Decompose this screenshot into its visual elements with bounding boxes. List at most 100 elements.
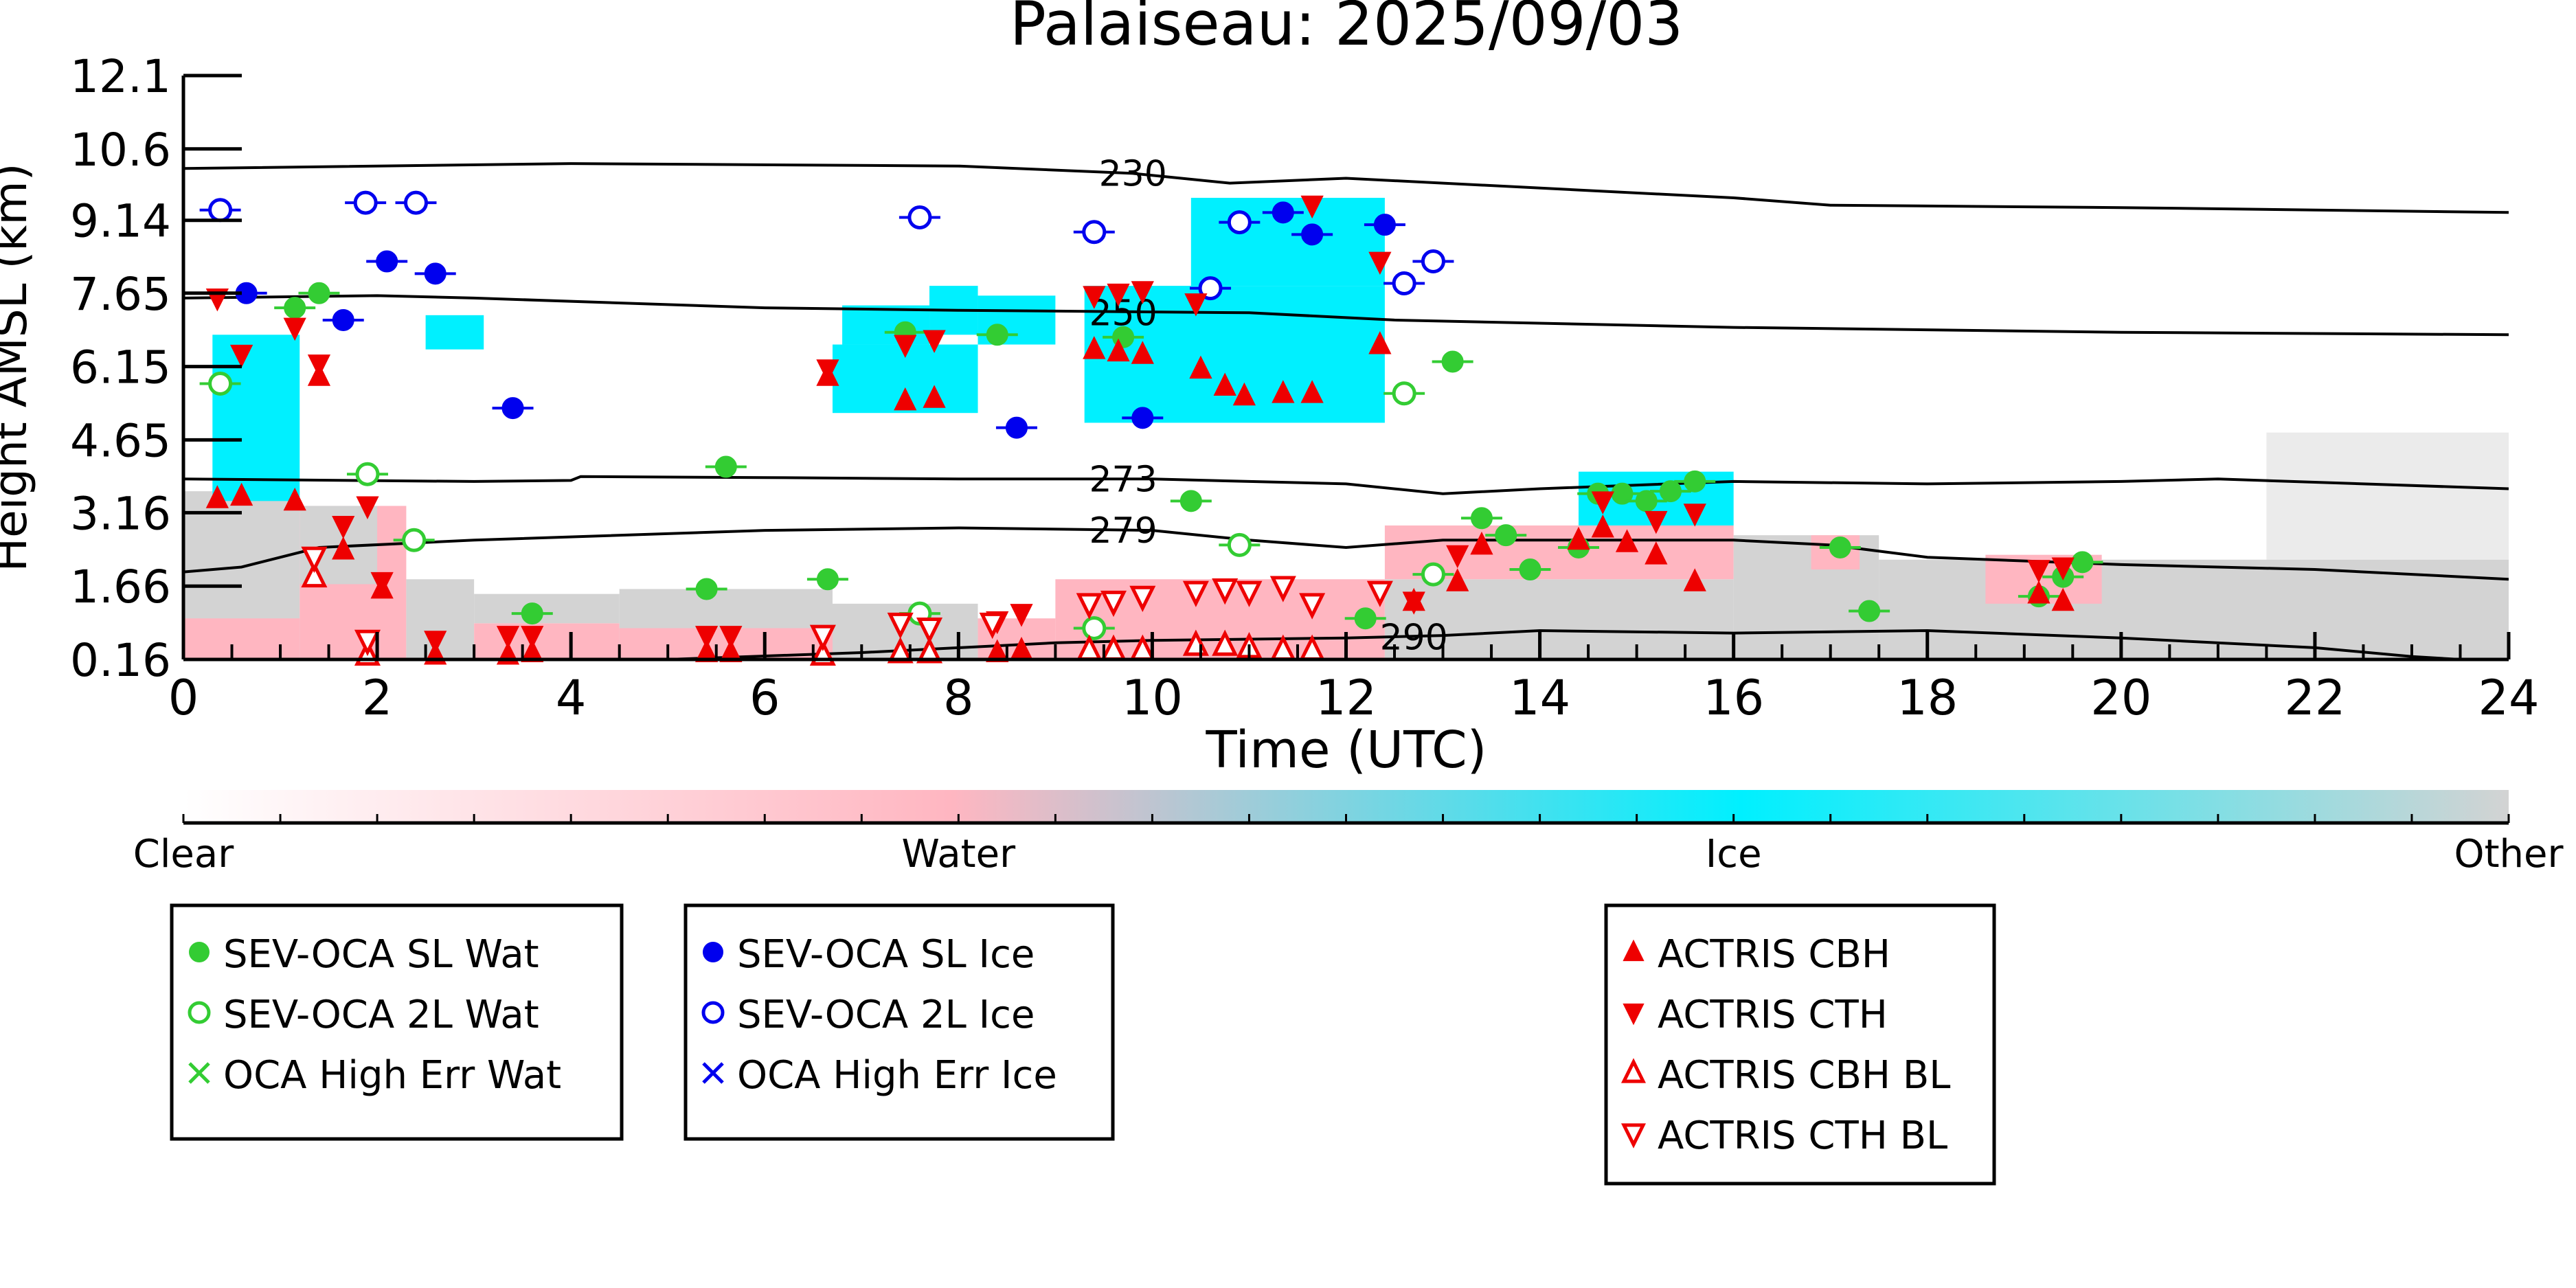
- data-point: [1232, 382, 1256, 406]
- legend-frame: [170, 903, 624, 1141]
- legend-marker: [189, 942, 210, 962]
- data-point: [301, 561, 328, 588]
- data-point: [916, 618, 943, 644]
- data-point: [1446, 545, 1469, 569]
- data-point: [205, 485, 229, 508]
- y-tick-label: 1.66: [70, 561, 171, 613]
- legend-marker: [1623, 1003, 1645, 1026]
- cloud-mask-background: [183, 197, 2509, 659]
- data-point: [1005, 416, 1028, 439]
- data-point: [1100, 590, 1127, 618]
- mask-region-water: [474, 623, 620, 659]
- y-tick-label: 3.16: [70, 487, 171, 540]
- contour-label-279: 279: [1089, 510, 1157, 552]
- legend-label: SEV-OCA 2L Wat: [223, 993, 539, 1037]
- data-point: [1300, 380, 1324, 403]
- data-point: [1495, 524, 1517, 547]
- contour-273: [183, 475, 2509, 495]
- data-point: [1182, 580, 1209, 607]
- data-point: [809, 624, 836, 651]
- data-point: [695, 626, 719, 649]
- y-tick-label: 9.14: [70, 195, 171, 248]
- colorbar-label: Ice: [1706, 832, 1762, 877]
- legend-box-3: ACTRIS CBH ACTRIS CTH ACTRIS CBH BL ACTRIS …: [1604, 903, 1996, 1186]
- data-point: [404, 190, 428, 215]
- data-point: [355, 462, 380, 486]
- x-tick-label: 6: [749, 670, 780, 726]
- x-axis-label: Time (UTC): [1205, 721, 1487, 780]
- data-point: [1645, 541, 1668, 565]
- data-point: [695, 578, 718, 600]
- data-point: [208, 371, 233, 396]
- legend-label: ACTRIS CTH: [1658, 993, 1888, 1037]
- data-point: [501, 397, 524, 420]
- data-point: [284, 297, 306, 319]
- data-point: [907, 205, 932, 229]
- data-point: [1645, 510, 1668, 534]
- data-point: [332, 536, 355, 560]
- data-point: [1129, 585, 1156, 613]
- data-point: [354, 629, 381, 657]
- y-tick-label: 12.1: [70, 50, 171, 103]
- data-point: [1635, 490, 1658, 512]
- x-tick-label: 4: [556, 670, 587, 726]
- data-point: [1107, 338, 1130, 362]
- x-tick-label: 8: [943, 670, 974, 726]
- series-actris-cth-bl: [301, 546, 1393, 657]
- legend-item: OCA High Err Wat: [188, 1053, 561, 1098]
- data-point: [1272, 201, 1294, 224]
- legend-marker: [702, 1062, 724, 1084]
- legend-item: SEV-OCA 2L Wat: [188, 993, 539, 1037]
- data-point: [1131, 341, 1154, 364]
- data-point: [1189, 355, 1212, 379]
- data-point: [283, 487, 306, 511]
- data-point: [1567, 526, 1590, 550]
- data-point: [1829, 536, 1851, 558]
- data-point: [887, 637, 914, 664]
- colorbar-label: Clear: [133, 832, 234, 877]
- x-tick-label: 0: [168, 670, 199, 726]
- legend-marker: [1620, 1123, 1647, 1149]
- data-point: [1683, 504, 1706, 527]
- data-point: [1373, 214, 1396, 236]
- data-point: [1392, 271, 1416, 296]
- y-tick-label: 4.65: [70, 414, 171, 467]
- legend-marker: [188, 1001, 211, 1024]
- data-point: [308, 282, 330, 304]
- data-point: [332, 308, 354, 331]
- legend-item: SEV-OCA SL Wat: [189, 932, 539, 977]
- data-point: [1082, 615, 1107, 640]
- x-tick-label: 20: [2090, 670, 2151, 726]
- mask-region-ice: [1084, 286, 1385, 423]
- data-point: [283, 317, 306, 341]
- data-point: [496, 626, 520, 649]
- y-ticks: 0.16 1.66 3.16 4.65 6.15 7.65 9.14 10.6 12.1: [70, 50, 242, 687]
- data-point: [1212, 578, 1239, 605]
- legend-label: OCA High Err Wat: [223, 1053, 561, 1098]
- legend-box-2: SEV-OCA SL Ice SEV-OCA 2L Ice OCA High Err…: [683, 903, 1115, 1141]
- mask-region-other: [406, 579, 475, 659]
- data-point: [1421, 249, 1445, 274]
- y-tick-label: 7.65: [70, 268, 171, 321]
- mask-region-ice: [425, 315, 484, 350]
- x-tick-label: 22: [2284, 670, 2345, 726]
- series-marks: [199, 190, 2103, 666]
- data-point: [986, 324, 1008, 346]
- legend-label: SEV-OCA 2L Ice: [737, 993, 1035, 1037]
- legend-item: ACTRIS CTH BL: [1620, 1114, 1947, 1158]
- x-tick-label: 12: [1315, 670, 1377, 726]
- data-point: [1131, 407, 1154, 429]
- data-point: [714, 455, 737, 478]
- legend-label: ACTRIS CBH BL: [1658, 1053, 1950, 1098]
- legend-marker: [1623, 939, 1645, 962]
- data-point: [923, 330, 946, 353]
- data-point: [301, 546, 328, 574]
- data-point: [816, 568, 839, 591]
- series-sev-oca-sl-wat: [274, 282, 2103, 630]
- contour-label-230: 230: [1099, 153, 1167, 194]
- series-sev-oca-2l-wat: [199, 371, 1454, 640]
- data-point: [1082, 220, 1107, 245]
- data-point: [376, 250, 398, 273]
- legend-item: SEV-OCA SL Ice: [703, 932, 1035, 977]
- data-point: [2027, 560, 2050, 583]
